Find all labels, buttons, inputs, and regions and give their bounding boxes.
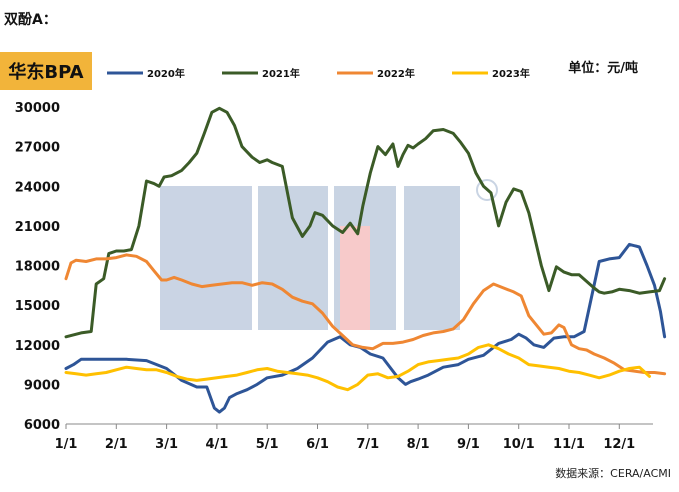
y-tick-label: 24000 — [15, 180, 60, 195]
x-tick-label: 5/1 — [256, 437, 279, 452]
x-tick-label: 2/1 — [105, 437, 128, 452]
legend-label: 2021年 — [262, 67, 300, 80]
unit-label: 单位：元/吨 — [568, 61, 638, 76]
y-tick-label: 27000 — [15, 141, 60, 156]
series-line-2023年 — [64, 343, 651, 392]
y-tick-label: 6000 — [24, 418, 60, 433]
x-tick-label: 1/1 — [55, 437, 78, 452]
watermark — [160, 179, 498, 330]
y-tick-label: 21000 — [15, 220, 60, 235]
y-tick-label: 18000 — [15, 260, 60, 275]
legend-label: 2023年 — [492, 67, 530, 80]
x-tick-label: 11/1 — [553, 437, 585, 452]
x-tick-label: 3/1 — [155, 437, 178, 452]
x-tick-label: 12/1 — [603, 437, 635, 452]
x-tick-label: 6/1 — [306, 437, 329, 452]
legend-label: 2022年 — [377, 67, 415, 80]
x-tick-label: 10/1 — [503, 437, 535, 452]
chart-axes: 6000 9000 12000 15000 18000 21000 24000 27000 30… — [15, 101, 653, 452]
watermark-registered-mark — [476, 179, 498, 201]
y-tick-label: 15000 — [15, 299, 60, 314]
watermark-block-a — [160, 186, 252, 330]
series-layer — [64, 106, 667, 414]
x-tick-label: 9/1 — [457, 437, 480, 452]
chart-legend: 2020年 2021年 2022年 2023年 — [107, 67, 530, 80]
legend-item: 2021年 — [222, 67, 300, 80]
x-tick-label: 7/1 — [356, 437, 379, 452]
legend-item: 2023年 — [452, 67, 530, 80]
legend-label: 2020年 — [147, 67, 185, 80]
x-tick-label: 8/1 — [407, 437, 430, 452]
series-line-2022年 — [64, 253, 667, 376]
watermark-block-i — [404, 186, 460, 330]
legend-item: 2022年 — [337, 67, 415, 80]
watermark-block-m-accent — [340, 226, 370, 330]
series-line-2021年 — [64, 106, 667, 339]
chart-heading: 双酚A： — [4, 12, 57, 28]
y-tick-label: 12000 — [15, 339, 60, 354]
legend-item: 2020年 — [107, 67, 185, 80]
y-tick-label: 30000 — [15, 101, 60, 116]
x-tick-label: 4/1 — [205, 437, 228, 452]
y-tick-label: 9000 — [24, 378, 60, 393]
product-label-badge: 华东BPA — [0, 52, 92, 90]
source-note: 数据来源：CERA/ACMI — [555, 467, 671, 480]
